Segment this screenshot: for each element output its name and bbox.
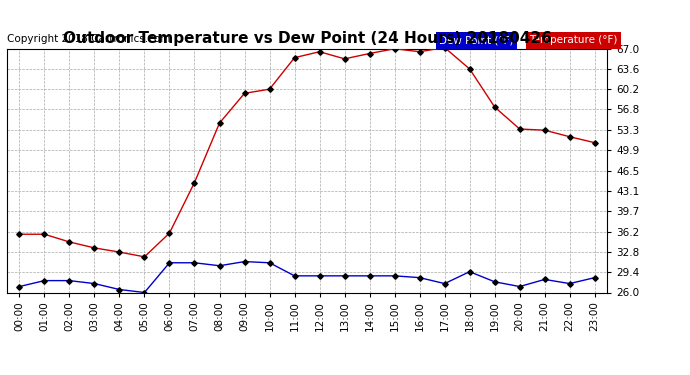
Text: Dew Point (°F): Dew Point (°F) [439,35,513,45]
Text: Temperature (°F): Temperature (°F) [529,35,618,45]
Text: Copyright 2018 Cartronics.com: Copyright 2018 Cartronics.com [7,34,170,44]
Title: Outdoor Temperature vs Dew Point (24 Hours) 20180426: Outdoor Temperature vs Dew Point (24 Hou… [63,31,551,46]
